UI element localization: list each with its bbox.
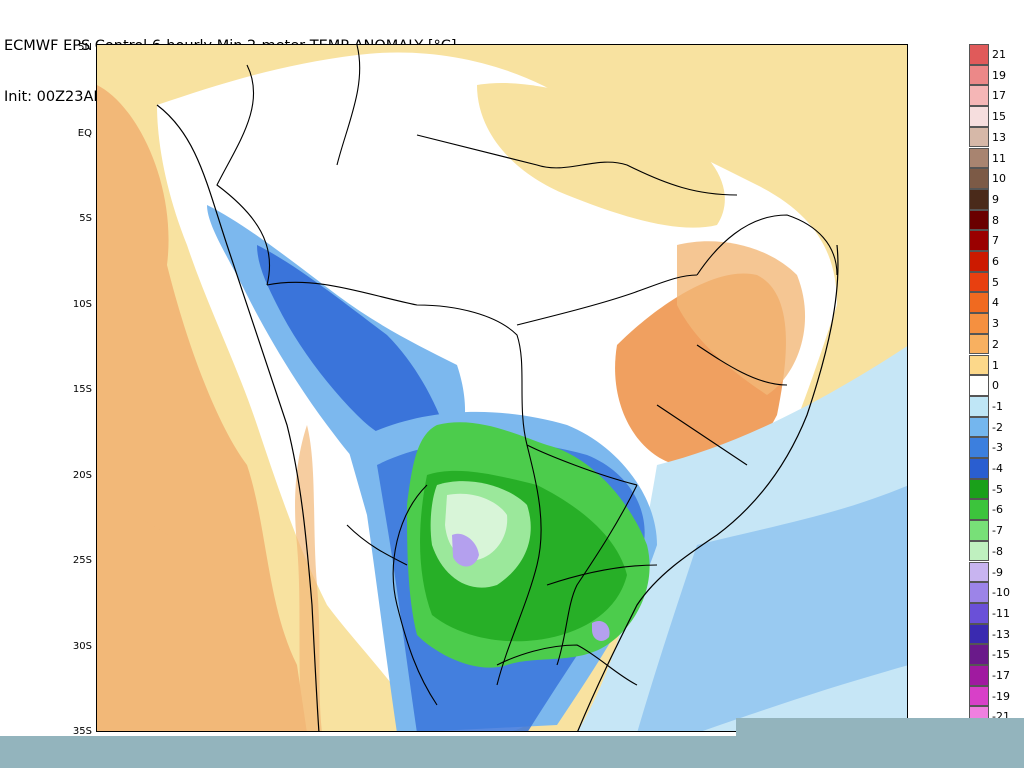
colorbar-swatch <box>969 188 989 210</box>
colorbar-tick-label: -2 <box>992 420 1003 434</box>
colorbar-tick-label: -17 <box>992 669 1010 682</box>
colorbar-tick-label: -11 <box>992 606 1010 620</box>
anomaly-map-canvas <box>97 45 907 731</box>
northeast-warm-region-2 <box>677 241 806 395</box>
central-cool-deep <box>257 245 447 446</box>
colorbar-swatch <box>969 209 989 231</box>
colorbar-tick-label: 17 <box>992 89 1006 103</box>
colorbar-swatch <box>969 685 989 707</box>
colorbar-tick-label: 3 <box>992 317 999 331</box>
colorbar-swatch <box>969 106 989 127</box>
colorbar-tick-label: -5 <box>992 482 1003 496</box>
colorbar-swatch <box>969 499 989 521</box>
colorbar-tick-label: 15 <box>992 110 1006 124</box>
lat-label: 20S <box>72 469 92 481</box>
lat-label: EQ <box>77 127 92 139</box>
colorbar-tick-label: -8 <box>992 544 1003 558</box>
colorbar-swatch <box>969 437 989 458</box>
lat-label: 30S <box>72 640 92 652</box>
colorbar-swatch <box>969 333 989 355</box>
colorbar-swatch <box>969 354 989 376</box>
colorbar-swatch <box>969 271 989 293</box>
north-warm-patch <box>477 83 725 228</box>
atlantic-cool-mid <box>637 485 907 731</box>
colorbar-tick-label: 2 <box>992 337 999 351</box>
colorbar-swatch <box>969 478 989 500</box>
colorbar-tick-label: -9 <box>992 565 1003 579</box>
colorbar-swatch <box>969 44 989 65</box>
cold-anomaly-purple <box>452 533 479 567</box>
colorbar-tick-label: -6 <box>992 503 1003 517</box>
lat-label: 15S <box>72 384 92 395</box>
colorbar-swatch <box>969 313 989 334</box>
lat-label: 5S <box>79 213 92 224</box>
colorbar-swatch <box>969 168 989 189</box>
anomaly-map <box>96 44 908 732</box>
overlay-tab <box>736 718 1024 736</box>
coastline <box>156 104 839 731</box>
colorbar-swatch <box>969 458 989 479</box>
colorbar-swatch <box>969 85 989 107</box>
colorbar-tick-label: 6 <box>992 255 999 268</box>
colorbar-swatch <box>969 540 989 562</box>
colorbar-swatch <box>969 602 989 624</box>
colorbar-tick-label: 19 <box>992 68 1006 82</box>
colorbar-swatch <box>969 665 989 686</box>
colorbar-swatch <box>969 395 989 417</box>
lat-label: 25S <box>72 555 92 566</box>
colorbar-tick-label: 21 <box>992 48 1006 61</box>
country-boundaries <box>216 45 838 706</box>
colorbar-tick-label: -4 <box>992 462 1003 475</box>
colorbar-tick-label: -3 <box>992 441 1003 455</box>
colorbar-tick-label: 0 <box>992 379 999 393</box>
colorbar-swatch <box>969 582 989 603</box>
colorbar-swatch <box>969 251 989 272</box>
colorbar-tick-label: 7 <box>992 234 999 248</box>
colorbar-tick-label: -1 <box>992 399 1003 413</box>
colorbar-swatch <box>969 292 989 314</box>
lat-label: 10S <box>72 298 92 310</box>
pacific-warm-region-2 <box>97 495 277 731</box>
colorbar-tick-label: -19 <box>992 689 1010 703</box>
colorbar-tick-label: -13 <box>992 627 1010 641</box>
colorbar-swatch <box>969 147 989 169</box>
colorbar-swatch <box>969 64 989 86</box>
colorbar-swatch <box>969 416 989 438</box>
lat-label: 5N <box>78 42 92 53</box>
colorbar-swatch <box>969 644 989 665</box>
colorbar-tick-label: 5 <box>992 275 999 289</box>
bottom-overlay-bar <box>0 736 1024 768</box>
colorbar-swatch <box>969 520 989 541</box>
colorbar-swatch <box>969 375 989 396</box>
colorbar-tick-label: 13 <box>992 130 1006 144</box>
colorbar-swatch <box>969 561 989 583</box>
colorbar-swatch <box>969 126 989 148</box>
cold-anomaly-purple-2 <box>592 620 610 641</box>
colorbar-tick-label: 8 <box>992 213 999 227</box>
colorbar-tick-label: 11 <box>992 151 1006 165</box>
colorbar-tick-label: 9 <box>992 192 999 206</box>
lat-label: 35S <box>72 726 92 737</box>
colorbar-swatch <box>969 230 989 251</box>
colorbar-tick-label: 10 <box>992 172 1006 186</box>
colorbar-tick-label: -15 <box>992 648 1010 662</box>
colorbar-tick-label: -7 <box>992 524 1003 538</box>
colorbar-swatch <box>969 623 989 645</box>
colorbar-tick-label: -10 <box>992 586 1010 600</box>
colorbar-tick-label: 4 <box>992 296 999 310</box>
colorbar-tick-label: 1 <box>992 358 999 372</box>
